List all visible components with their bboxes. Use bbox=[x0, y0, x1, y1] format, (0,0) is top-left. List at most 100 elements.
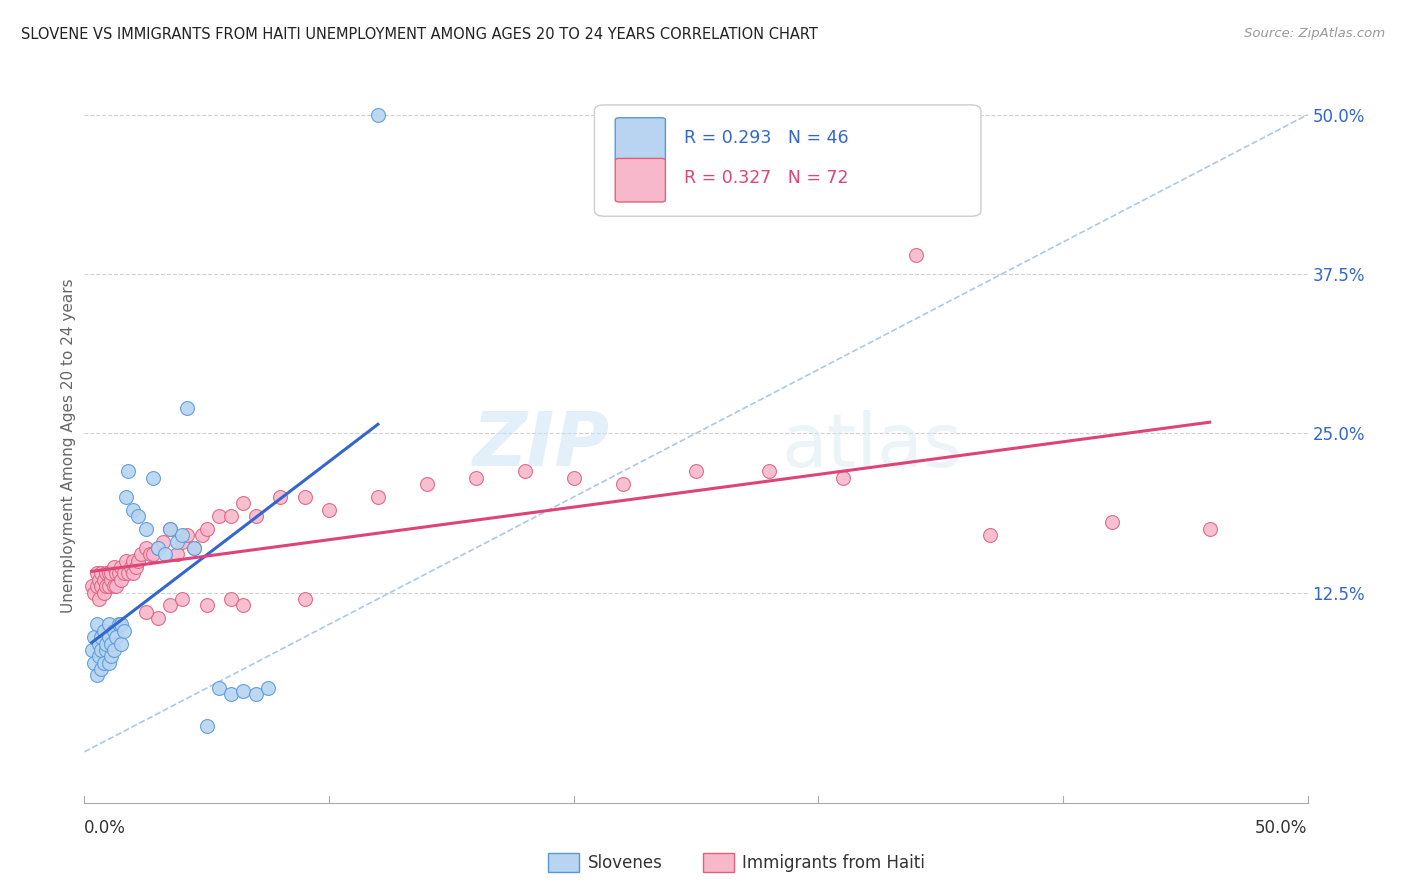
Point bbox=[96, 566, 118, 581]
Point bbox=[139, 547, 162, 561]
Point bbox=[166, 547, 188, 561]
Point bbox=[142, 547, 165, 561]
Point bbox=[93, 585, 115, 599]
Point bbox=[1101, 516, 1123, 530]
Point bbox=[142, 471, 165, 485]
Point bbox=[269, 490, 291, 504]
Point bbox=[367, 490, 389, 504]
Point bbox=[195, 522, 218, 536]
Point bbox=[86, 579, 108, 593]
Point bbox=[93, 573, 115, 587]
Text: Immigrants from Haiti: Immigrants from Haiti bbox=[742, 854, 925, 871]
Text: ZIP: ZIP bbox=[472, 409, 610, 483]
Point bbox=[112, 566, 135, 581]
Point bbox=[146, 611, 169, 625]
Point bbox=[110, 617, 132, 632]
Point bbox=[105, 566, 128, 581]
Point bbox=[83, 630, 105, 644]
Point bbox=[513, 465, 536, 479]
Point bbox=[172, 591, 194, 606]
Bar bbox=[548, 853, 579, 872]
Point bbox=[90, 662, 112, 676]
Point bbox=[93, 656, 115, 670]
Point bbox=[166, 534, 188, 549]
Text: Source: ZipAtlas.com: Source: ZipAtlas.com bbox=[1244, 27, 1385, 40]
Point bbox=[127, 554, 149, 568]
Point bbox=[294, 490, 316, 504]
Point bbox=[96, 643, 118, 657]
Point bbox=[146, 541, 169, 555]
Point bbox=[232, 496, 254, 510]
Point bbox=[318, 502, 340, 516]
Point bbox=[562, 471, 585, 485]
Bar bbox=[703, 853, 734, 872]
Point bbox=[183, 541, 205, 555]
Point bbox=[172, 534, 194, 549]
Point bbox=[245, 688, 267, 702]
Point bbox=[115, 554, 138, 568]
Point bbox=[219, 688, 242, 702]
Point bbox=[152, 534, 174, 549]
Point bbox=[135, 605, 157, 619]
Point bbox=[979, 528, 1001, 542]
FancyBboxPatch shape bbox=[616, 118, 665, 161]
Point bbox=[183, 541, 205, 555]
Point bbox=[90, 566, 112, 581]
Point bbox=[90, 630, 112, 644]
Point bbox=[87, 591, 110, 606]
Y-axis label: Unemployment Among Ages 20 to 24 years: Unemployment Among Ages 20 to 24 years bbox=[60, 278, 76, 614]
Point bbox=[127, 509, 149, 524]
Text: SLOVENE VS IMMIGRANTS FROM HAITI UNEMPLOYMENT AMONG AGES 20 TO 24 YEARS CORRELAT: SLOVENE VS IMMIGRANTS FROM HAITI UNEMPLO… bbox=[21, 27, 818, 42]
Point bbox=[159, 522, 181, 536]
Point bbox=[831, 471, 853, 485]
Point bbox=[110, 560, 132, 574]
Text: R = 0.293   N = 46: R = 0.293 N = 46 bbox=[683, 128, 848, 146]
Point bbox=[103, 560, 125, 574]
Point bbox=[105, 630, 128, 644]
Point bbox=[90, 643, 112, 657]
Point bbox=[135, 541, 157, 555]
Text: 50.0%: 50.0% bbox=[1256, 820, 1308, 838]
Point bbox=[176, 528, 198, 542]
Point bbox=[195, 599, 218, 613]
Point bbox=[86, 617, 108, 632]
Point bbox=[464, 471, 486, 485]
Point bbox=[103, 624, 125, 638]
Point bbox=[685, 465, 707, 479]
Point bbox=[117, 465, 139, 479]
Point bbox=[87, 649, 110, 664]
Point bbox=[87, 573, 110, 587]
Point bbox=[97, 579, 120, 593]
Point bbox=[176, 401, 198, 415]
Point bbox=[87, 636, 110, 650]
Point bbox=[125, 560, 148, 574]
Point bbox=[195, 719, 218, 733]
Point bbox=[219, 509, 242, 524]
Point bbox=[80, 579, 103, 593]
FancyBboxPatch shape bbox=[595, 105, 981, 216]
Point bbox=[110, 573, 132, 587]
Point bbox=[117, 566, 139, 581]
Text: R = 0.327   N = 72: R = 0.327 N = 72 bbox=[683, 169, 848, 187]
Point bbox=[100, 649, 122, 664]
Point bbox=[219, 591, 242, 606]
Point bbox=[758, 465, 780, 479]
Point bbox=[129, 547, 152, 561]
Point bbox=[232, 599, 254, 613]
Point bbox=[115, 490, 138, 504]
Point bbox=[232, 683, 254, 698]
Point bbox=[93, 624, 115, 638]
Point bbox=[905, 248, 928, 262]
Point bbox=[191, 528, 214, 542]
Point bbox=[100, 636, 122, 650]
Point bbox=[120, 560, 142, 574]
Point bbox=[86, 668, 108, 682]
Point bbox=[208, 681, 231, 695]
Point bbox=[107, 566, 129, 581]
Point bbox=[257, 681, 280, 695]
Text: Slovenes: Slovenes bbox=[588, 854, 662, 871]
Point bbox=[245, 509, 267, 524]
Point bbox=[103, 643, 125, 657]
Point bbox=[612, 477, 634, 491]
Point bbox=[100, 573, 122, 587]
